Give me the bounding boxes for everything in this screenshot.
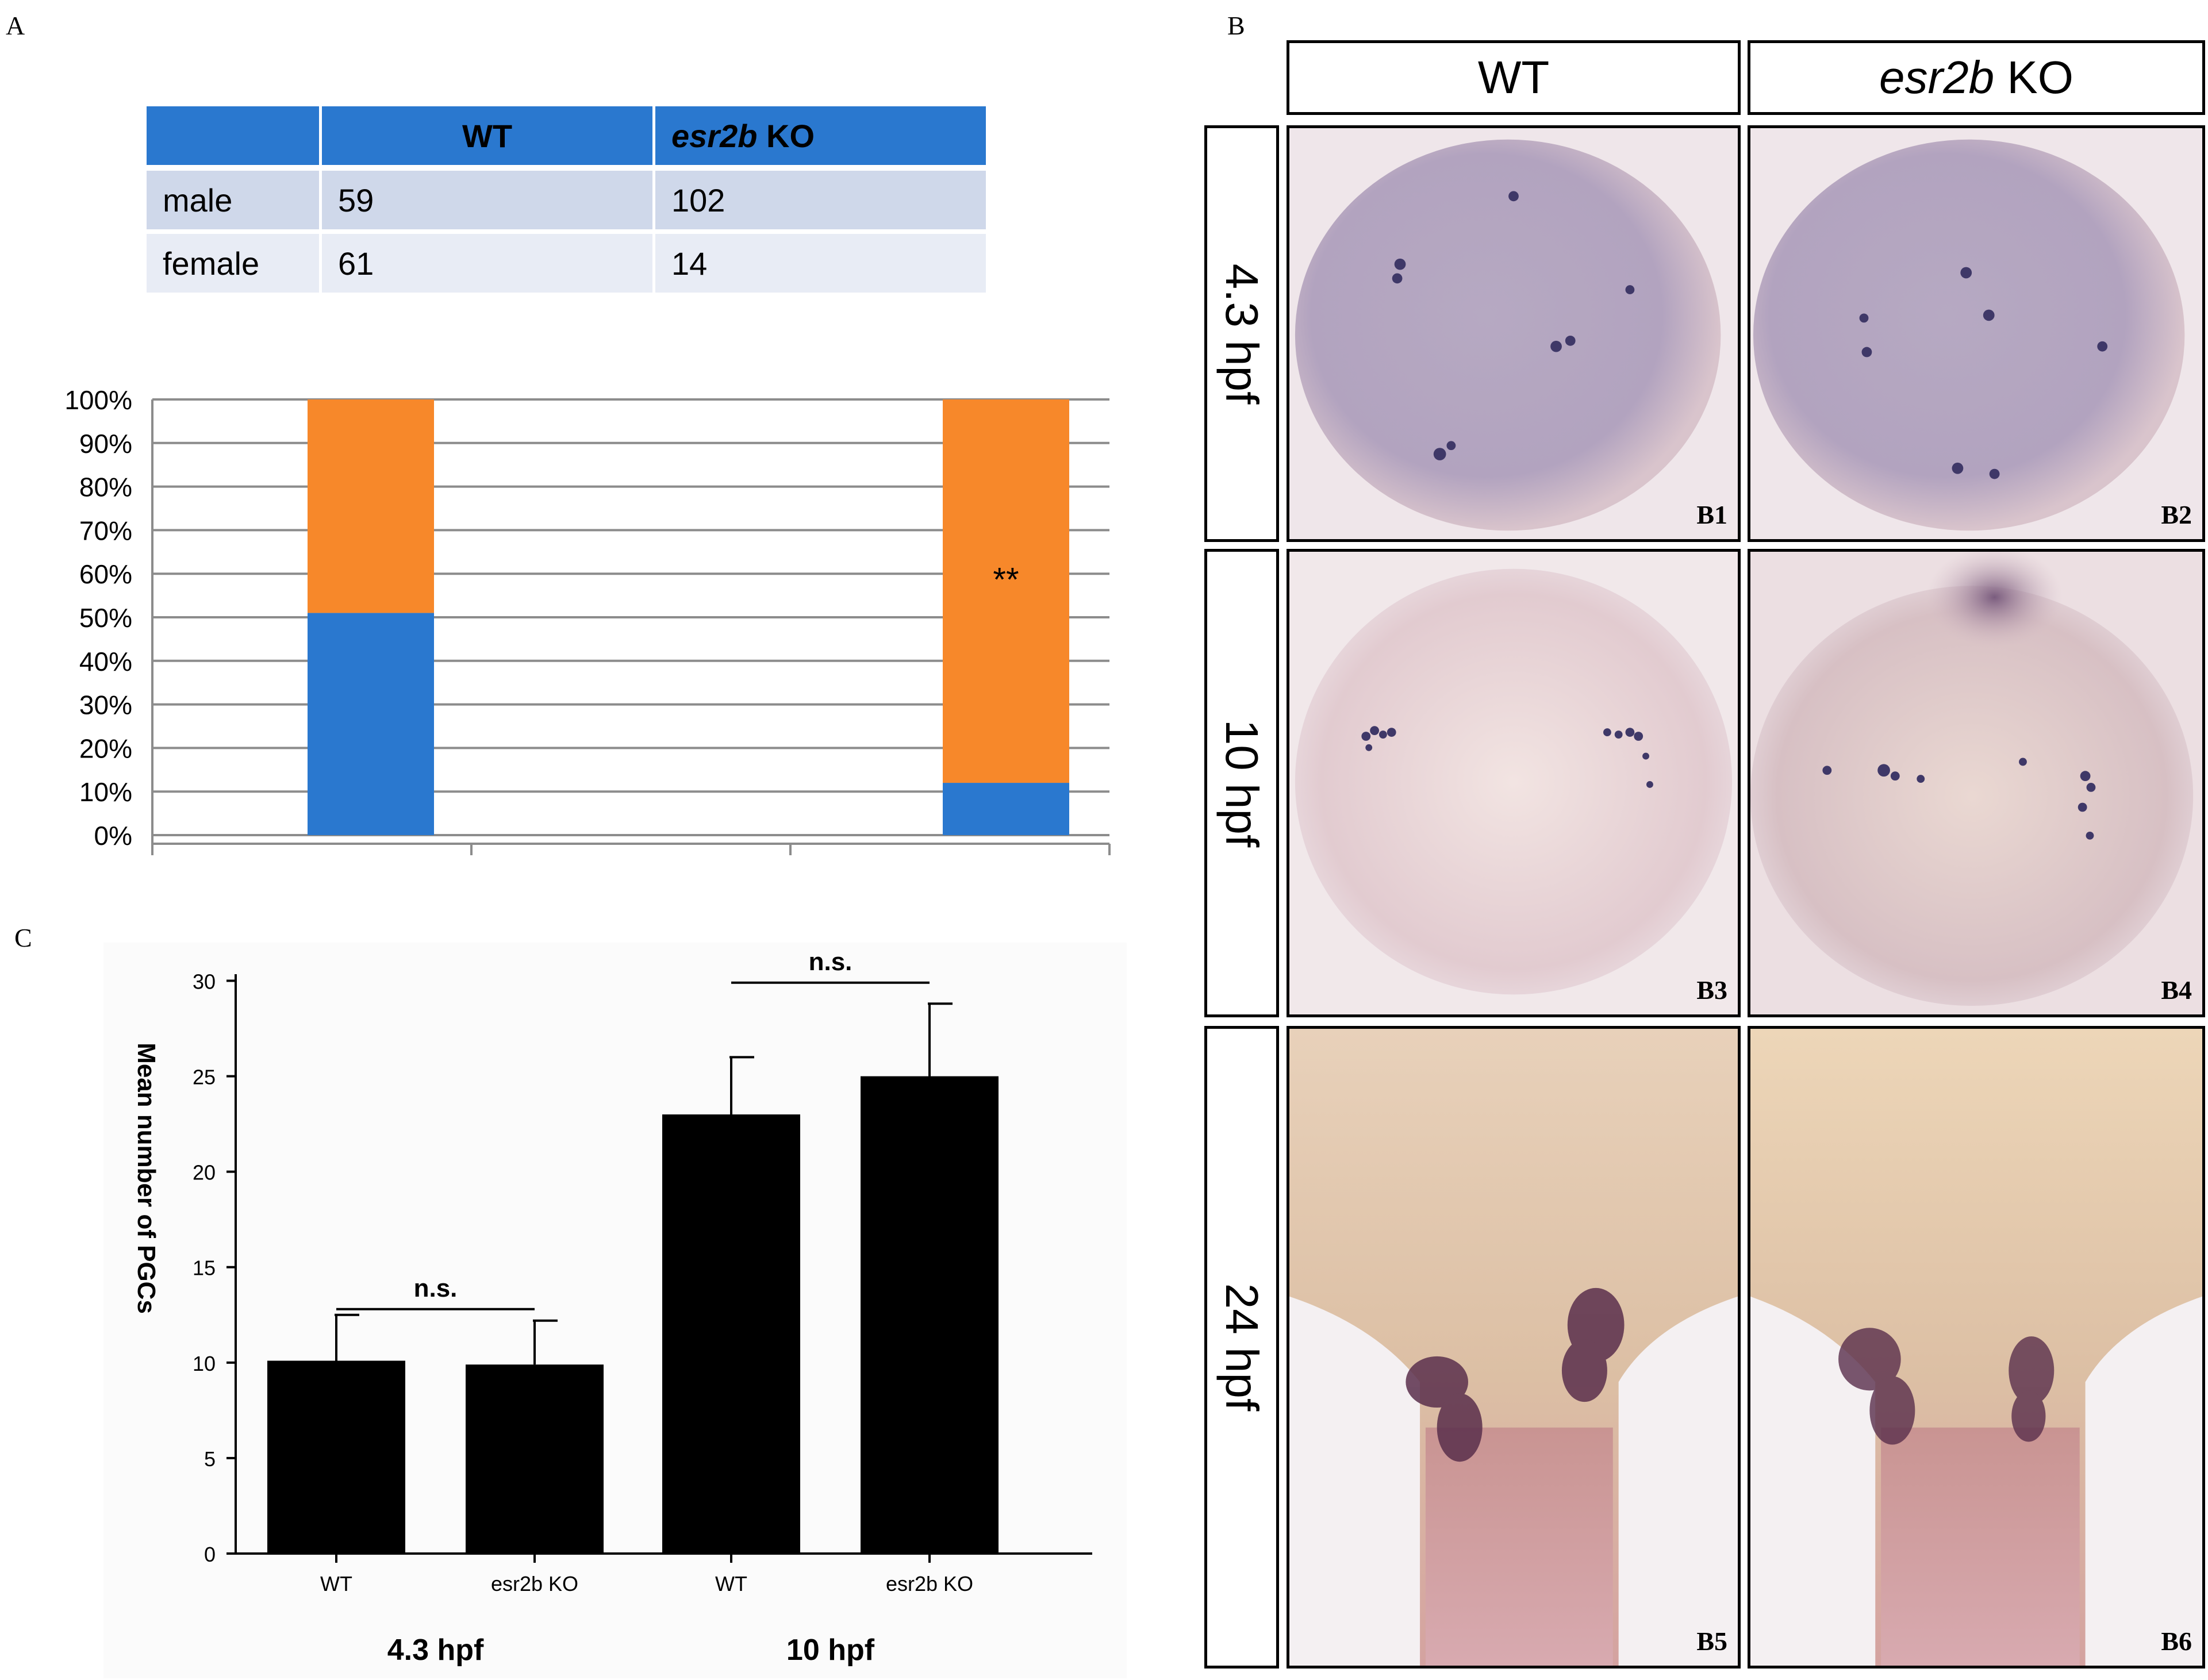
image-tag-b3: B3	[1696, 975, 1727, 1005]
image-tag-b5: B5	[1696, 1627, 1727, 1656]
y-tick-label: 20	[193, 1161, 216, 1185]
table-header-row: WT esr2b KO	[147, 106, 986, 165]
column-header-ko-gene: esr2b	[1879, 52, 1995, 103]
pgc-count-chart: 0 5 10 15 20 25 30 Mean number of PGCs WT esr2b K…	[103, 943, 1127, 1678]
embryo-4-3-hpf-ko	[1753, 139, 2185, 531]
row-label-text: 4.3 hpf	[1216, 263, 1268, 404]
y-tick-label: 70%	[79, 516, 132, 545]
row-label-text: 24 hpf	[1216, 1283, 1268, 1412]
row-label-female: female	[147, 234, 322, 293]
x-tick-label: esr2b KO	[886, 1572, 973, 1596]
male-ko-count: 102	[671, 182, 725, 218]
y-tick-label: 0	[204, 1543, 216, 1566]
y-tick-label: 15	[193, 1256, 216, 1280]
image-tag-b2: B2	[2161, 500, 2192, 529]
bar-female-0	[308, 399, 434, 613]
bar-2	[662, 1114, 800, 1554]
y-tick-label: 10	[193, 1352, 216, 1375]
table-row: female 61 14	[147, 234, 986, 293]
table-header-ko: esr2b KO	[655, 106, 986, 165]
embryo-24-hpf-wt	[1289, 1029, 1738, 1666]
y-tick-label: 80%	[79, 472, 132, 502]
embryo-24-hpf-ko	[1750, 1029, 2202, 1666]
bar-3	[861, 1076, 999, 1554]
panel-label-a: A	[6, 11, 25, 40]
y-tick-label: 100%	[64, 385, 132, 415]
table-header-blank	[147, 106, 322, 165]
group-label-4-3-hpf: 4.3 hpf	[387, 1633, 484, 1667]
embryo-image-b2: B2	[1748, 125, 2205, 542]
male-wt-count: 59	[322, 171, 655, 229]
y-tick-label: 60%	[79, 559, 132, 589]
sex-count-table: WT esr2b KO male 59 102 female 61 14	[147, 106, 986, 299]
table-row: male 59 102	[147, 171, 986, 229]
x-tick-label: WT	[320, 1572, 352, 1596]
column-header-wt: WT	[1287, 40, 1741, 115]
significance-label: n.s.	[414, 1274, 458, 1302]
y-tick-label: 0%	[94, 821, 132, 851]
column-header-ko-suffix: KO	[1994, 52, 2073, 103]
image-tag-b1: B1	[1696, 500, 1727, 529]
y-tick-label: 90%	[79, 429, 132, 459]
group-label-10-hpf: 10 hpf	[786, 1633, 875, 1667]
sex-ratio-chart: 0% 10% 20% 30% 40% 50% 60% 70% 80% 90% 100% **	[64, 385, 1111, 855]
y-tick-label: 5	[204, 1447, 216, 1471]
embryo-4-3-hpf-wt	[1295, 139, 1721, 531]
bar-0	[267, 1360, 405, 1554]
table-header-wt: WT	[322, 106, 655, 165]
row-label-male: male	[147, 171, 322, 229]
embryo-10-hpf-wt	[1295, 568, 1733, 995]
panel-label-b: B	[1227, 11, 1245, 40]
y-tick-label: 25	[193, 1066, 216, 1089]
table-header-ko-suffix: KO	[757, 117, 815, 154]
image-tag-b6: B6	[2161, 1627, 2192, 1656]
embryo-image-b3: B3	[1287, 549, 1741, 1017]
row-label-text: 10 hpf	[1216, 719, 1268, 847]
row-label-4-3-hpf: 4.3 hpf	[1204, 125, 1279, 542]
bar-male-0	[308, 613, 434, 835]
bar-male-1	[943, 783, 1069, 835]
female-wt-count: 61	[322, 234, 655, 293]
panel-label-c: C	[14, 923, 32, 952]
bar-1	[466, 1364, 604, 1554]
y-tick-label: 50%	[79, 603, 132, 633]
y-tick-label: 30	[193, 970, 216, 993]
y-tick-label: 20%	[79, 733, 132, 763]
x-tick-label: esr2b KO	[491, 1572, 578, 1596]
y-tick-label: 30%	[79, 690, 132, 720]
female-ko-count: 14	[671, 245, 708, 282]
embryo-10-hpf-ko	[1750, 552, 2194, 1006]
image-tag-b4: B4	[2161, 975, 2192, 1005]
embryo-image-b6: B6	[1748, 1026, 2205, 1669]
embryo-image-b5: B5	[1287, 1026, 1741, 1669]
y-axis-label: Mean number of PGCs	[132, 1043, 160, 1314]
row-label-10-hpf: 10 hpf	[1204, 549, 1279, 1017]
y-tick-label: 10%	[79, 777, 132, 807]
embryo-image-b1: B1	[1287, 125, 1741, 542]
significance-annotation: **	[993, 562, 1019, 599]
column-header-ko: esr2b KO	[1748, 40, 2205, 115]
bar-female-1	[943, 399, 1069, 783]
x-tick-label: WT	[715, 1572, 747, 1596]
significance-label: n.s.	[809, 948, 853, 976]
column-header-wt-label: WT	[1477, 52, 1550, 103]
table-header-ko-gene: esr2b	[671, 117, 758, 154]
embryo-image-b4: B4	[1748, 549, 2205, 1017]
row-label-24-hpf: 24 hpf	[1204, 1026, 1279, 1669]
y-tick-label: 40%	[79, 647, 132, 676]
